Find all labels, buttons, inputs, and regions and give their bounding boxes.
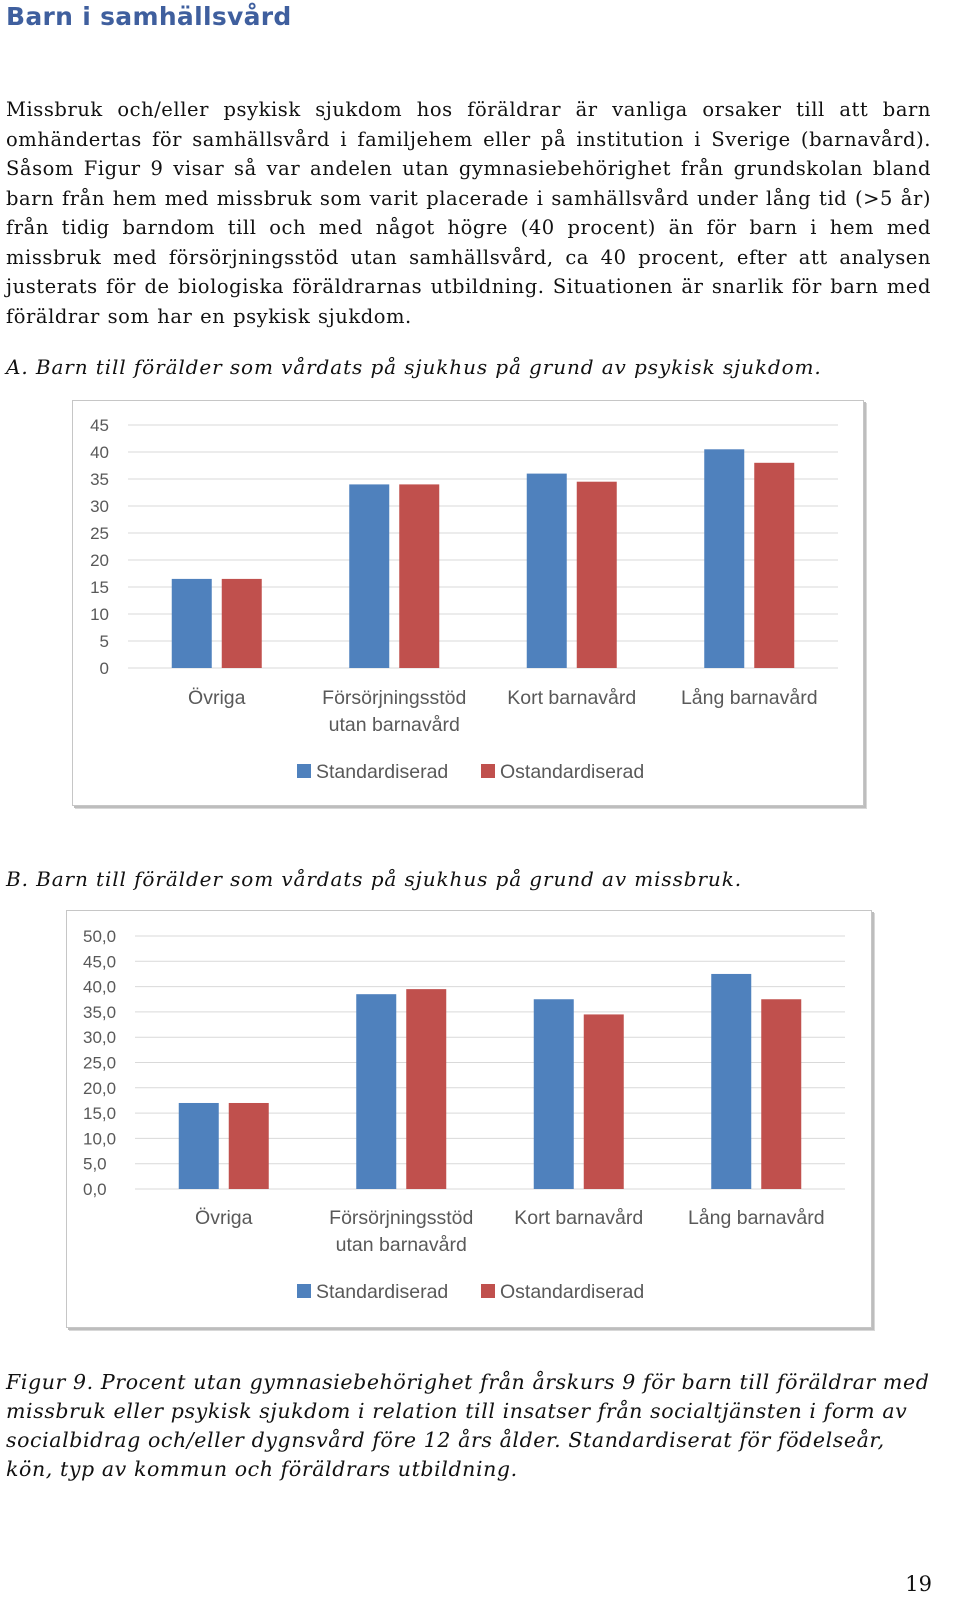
legend-swatch-ostandardiserad — [481, 764, 495, 778]
x-category-label: Kort barnavård — [514, 1207, 643, 1229]
page-number: 19 — [905, 1572, 932, 1596]
body-paragraph: Missbruk och/eller psykisk sjukdom hos f… — [6, 98, 931, 328]
legend-swatch-standardiserad — [297, 764, 311, 778]
bar-standardiserad-0 — [178, 1102, 219, 1189]
bar-standardiserad-2 — [533, 999, 574, 1189]
y-tick-label: 20 — [90, 551, 109, 570]
y-tick-label: 10,0 — [83, 1129, 116, 1148]
bar-standardiserad-1 — [349, 484, 390, 668]
bar-standardiserad-2 — [526, 473, 567, 668]
y-tick-label: 45 — [90, 416, 109, 435]
y-tick-label: 30,0 — [83, 1028, 116, 1047]
bar-ostandardiserad-3 — [754, 462, 795, 668]
x-category-label: Lång barnavård — [681, 687, 818, 709]
y-tick-label: 40,0 — [83, 978, 116, 997]
y-tick-label: 20,0 — [83, 1079, 116, 1098]
bar-ostandardiserad-3 — [761, 999, 802, 1189]
chart-b: 0,0 5,0 10,0 15,0 20,0 25,0 30,0 35,0 40,0 45,0 50… — [83, 927, 845, 1303]
x-category-label: Försörjningsstöd — [322, 687, 466, 709]
bar-ostandardiserad-0 — [221, 578, 262, 668]
x-category-label: utan barnavård — [329, 714, 460, 736]
bar-ostandardiserad-1 — [399, 484, 440, 668]
panel-a-label: A. Barn till förälder som vårdats på sju… — [6, 355, 822, 379]
y-tick-label: 35 — [90, 470, 109, 489]
y-tick-label: 50,0 — [83, 927, 116, 946]
y-tick-label: 15 — [90, 578, 109, 597]
y-tick-label: 0 — [100, 659, 109, 678]
bar-ostandardiserad-2 — [576, 481, 617, 668]
y-tick-label: 5,0 — [83, 1155, 107, 1174]
x-category-label: Försörjningsstöd — [329, 1207, 473, 1229]
bar-ostandardiserad-2 — [583, 1014, 624, 1189]
panel-b-label: B. Barn till förälder som vårdats på sju… — [6, 867, 742, 891]
x-category-label: Övriga — [195, 1207, 253, 1229]
x-category-label: utan barnavård — [336, 1234, 467, 1256]
legend-swatch-ostandardiserad — [481, 1284, 495, 1298]
section-heading: Barn i samhällsvård — [6, 2, 292, 31]
x-category-label: Kort barnavård — [507, 687, 636, 709]
y-tick-label: 45,0 — [83, 952, 116, 971]
bar-ostandardiserad-1 — [406, 989, 447, 1189]
bar-standardiserad-0 — [171, 578, 212, 668]
y-tick-label: 25 — [90, 524, 109, 543]
legend-swatch-standardiserad — [297, 1284, 311, 1298]
bar-ostandardiserad-0 — [228, 1102, 269, 1189]
y-tick-label: 15,0 — [83, 1104, 116, 1123]
bar-standardiserad-3 — [704, 449, 745, 668]
legend-label-standardiserad: Standardiserad — [316, 1281, 448, 1303]
chart-b-frame: 0,0 5,0 10,0 15,0 20,0 25,0 30,0 35,0 40,0 45,0 50… — [66, 910, 872, 1328]
y-tick-label: 5 — [100, 632, 109, 651]
bar-standardiserad-3 — [711, 973, 752, 1189]
figure-caption: Figur 9. Procent utan gymnasiebehörighet… — [6, 1370, 930, 1481]
legend-label-standardiserad: Standardiserad — [316, 761, 448, 783]
y-tick-label: 35,0 — [83, 1003, 116, 1022]
y-tick-label: 0,0 — [83, 1180, 107, 1199]
legend-label-ostandardiserad: Ostandardiserad — [500, 761, 644, 783]
chart-a: 0 5 10 15 20 25 30 35 40 45 Övriga Försörjningsstöd… — [90, 416, 838, 783]
y-tick-label: 30 — [90, 497, 109, 516]
chart-a-frame: 0 5 10 15 20 25 30 35 40 45 Övriga Försörjningsstöd… — [72, 400, 864, 806]
bar-standardiserad-1 — [356, 994, 397, 1189]
legend-label-ostandardiserad: Ostandardiserad — [500, 1281, 644, 1303]
x-category-label: Övriga — [188, 687, 246, 709]
y-tick-label: 25,0 — [83, 1054, 116, 1073]
x-category-label: Lång barnavård — [688, 1207, 825, 1229]
y-tick-label: 10 — [90, 605, 109, 624]
y-tick-label: 40 — [90, 443, 109, 462]
